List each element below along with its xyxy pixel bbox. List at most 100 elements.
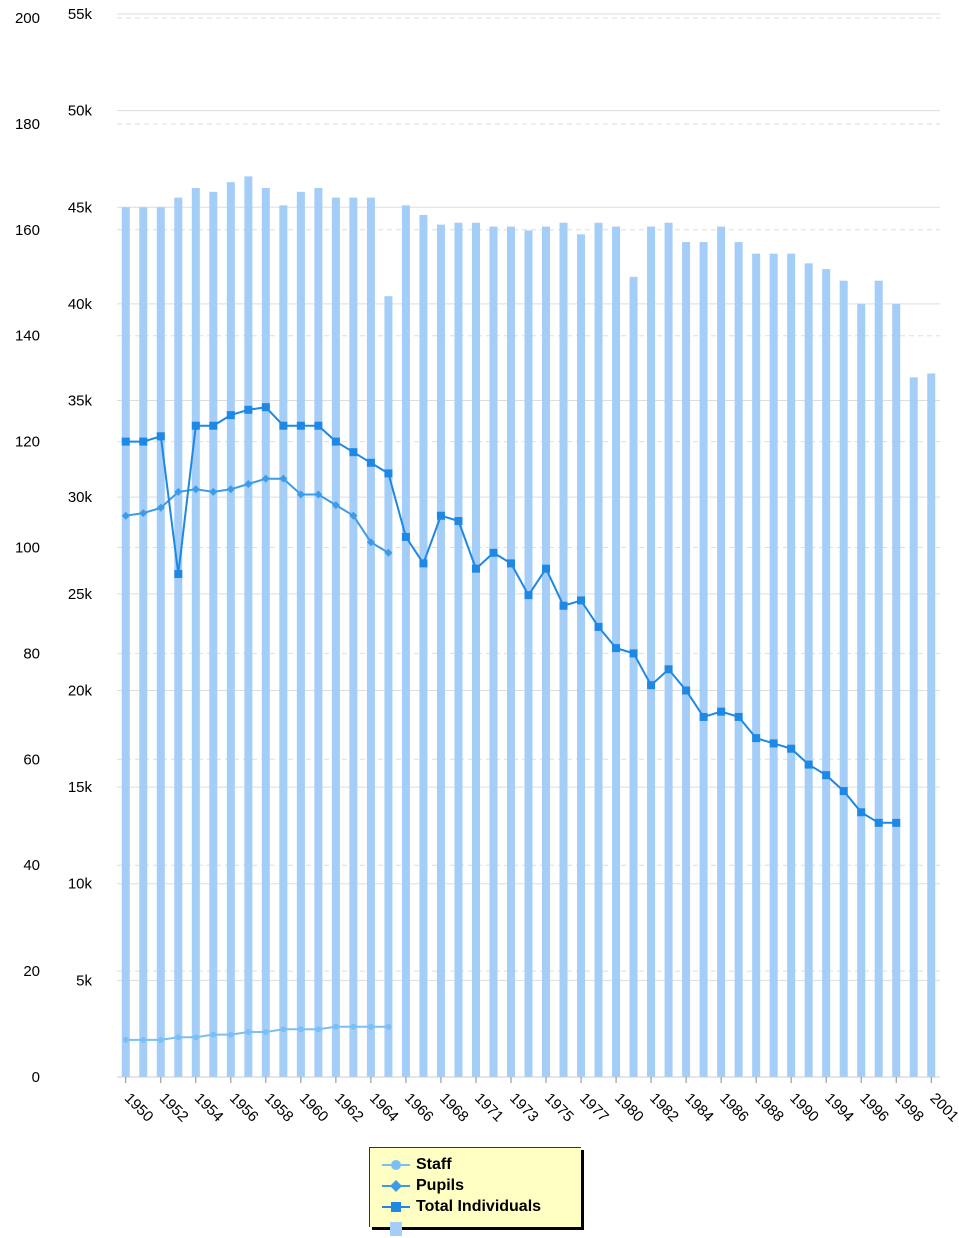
axis-labels: 1950 1952 1954 1956 1958 1960 1962 1964 1966 1968…	[15, 6, 959, 1125]
data-point	[280, 1026, 287, 1033]
x-tick-label: 1982	[646, 1090, 682, 1126]
bar	[664, 222, 673, 1077]
bar	[419, 215, 428, 1077]
left-axis-label: 80	[23, 645, 40, 662]
right-axis-label: 5k	[76, 972, 92, 989]
data-point	[245, 1028, 252, 1035]
data-point	[769, 739, 778, 748]
data-point	[192, 1034, 199, 1041]
data-point	[682, 686, 691, 695]
bar	[927, 373, 936, 1077]
bar	[401, 205, 410, 1078]
data-point	[699, 712, 708, 721]
data-point	[121, 437, 130, 446]
x-tick-label: 1960	[296, 1090, 332, 1126]
right-axis-label: 25k	[68, 586, 93, 603]
data-point	[191, 485, 200, 494]
data-point	[454, 517, 463, 526]
x-tick-label: 1988	[751, 1090, 787, 1126]
right-axis-label: 15k	[68, 779, 93, 796]
x-tick-label: 1968	[436, 1090, 472, 1126]
bar	[366, 197, 375, 1078]
right-axis-label: 20k	[68, 682, 93, 699]
bar	[787, 253, 796, 1077]
data-point	[349, 511, 358, 520]
data-point	[122, 1036, 129, 1043]
data-point	[140, 1036, 147, 1043]
data-point	[227, 1031, 234, 1038]
data-point	[279, 421, 288, 430]
legend-item-bars	[380, 1217, 581, 1238]
bar	[874, 280, 883, 1077]
bar	[594, 222, 603, 1077]
line-series	[121, 403, 901, 1043]
bar	[314, 187, 323, 1078]
left-axis-label: 140	[15, 328, 40, 345]
data-point	[506, 559, 515, 568]
data-point	[156, 503, 165, 512]
bar	[822, 269, 831, 1077]
data-point	[296, 421, 305, 430]
data-point	[261, 474, 270, 483]
data-point	[121, 511, 130, 520]
data-point	[209, 421, 218, 430]
x-tick-label: 1971	[471, 1090, 507, 1126]
right-axis-label: 50k	[68, 103, 93, 120]
left-axis-label: 20	[23, 963, 40, 980]
data-point	[156, 432, 165, 441]
axes	[117, 1076, 940, 1083]
data-point	[315, 1026, 322, 1033]
staff-marker-icon	[382, 1159, 410, 1170]
x-tick-label: 1958	[261, 1090, 297, 1126]
data-point	[331, 501, 340, 510]
bar-series	[121, 176, 936, 1078]
data-point	[839, 787, 848, 796]
bar	[349, 197, 358, 1078]
right-axis-label: 45k	[68, 199, 93, 216]
data-point	[314, 421, 323, 430]
legend: Staff Pupils Total Individuals	[369, 1147, 581, 1236]
right-axis-label: 35k	[68, 393, 93, 410]
data-point	[244, 479, 253, 488]
x-tick-label: 1966	[401, 1090, 437, 1126]
data-point	[857, 808, 866, 817]
bar	[489, 226, 498, 1078]
left-axis-label: 160	[15, 222, 40, 239]
data-point	[542, 564, 551, 573]
left-axis-label: 120	[15, 434, 40, 451]
bar	[279, 205, 288, 1078]
x-tick-label: 1973	[506, 1090, 542, 1126]
data-point	[471, 564, 480, 573]
left-axis-label: 180	[15, 116, 40, 133]
data-point	[384, 469, 393, 478]
left-axis-label: 60	[23, 751, 40, 768]
data-point	[874, 818, 883, 827]
bar	[699, 242, 708, 1077]
data-point	[226, 411, 235, 420]
bar	[752, 253, 761, 1077]
data-point	[244, 405, 253, 414]
bar	[577, 234, 586, 1077]
legend-item-total: Total Individuals	[380, 1196, 581, 1217]
data-point	[384, 548, 393, 557]
data-point	[262, 1028, 269, 1035]
x-tick-label: 1986	[716, 1090, 752, 1126]
bar	[454, 222, 463, 1077]
bar	[717, 226, 726, 1078]
data-point	[209, 487, 218, 496]
bar	[139, 207, 148, 1078]
bar	[769, 253, 778, 1077]
data-point	[489, 548, 498, 557]
right-axis-label: 30k	[68, 489, 93, 506]
data-point	[366, 458, 375, 467]
data-point	[297, 1026, 304, 1033]
pupils-marker-icon	[382, 1179, 410, 1192]
bar	[471, 222, 480, 1077]
data-point	[349, 448, 358, 457]
x-tick-label: 1977	[576, 1090, 612, 1126]
data-point	[279, 474, 288, 483]
data-point	[332, 1023, 339, 1030]
right-axis-label: 40k	[68, 296, 93, 313]
data-point	[139, 509, 148, 518]
data-point	[385, 1023, 392, 1030]
